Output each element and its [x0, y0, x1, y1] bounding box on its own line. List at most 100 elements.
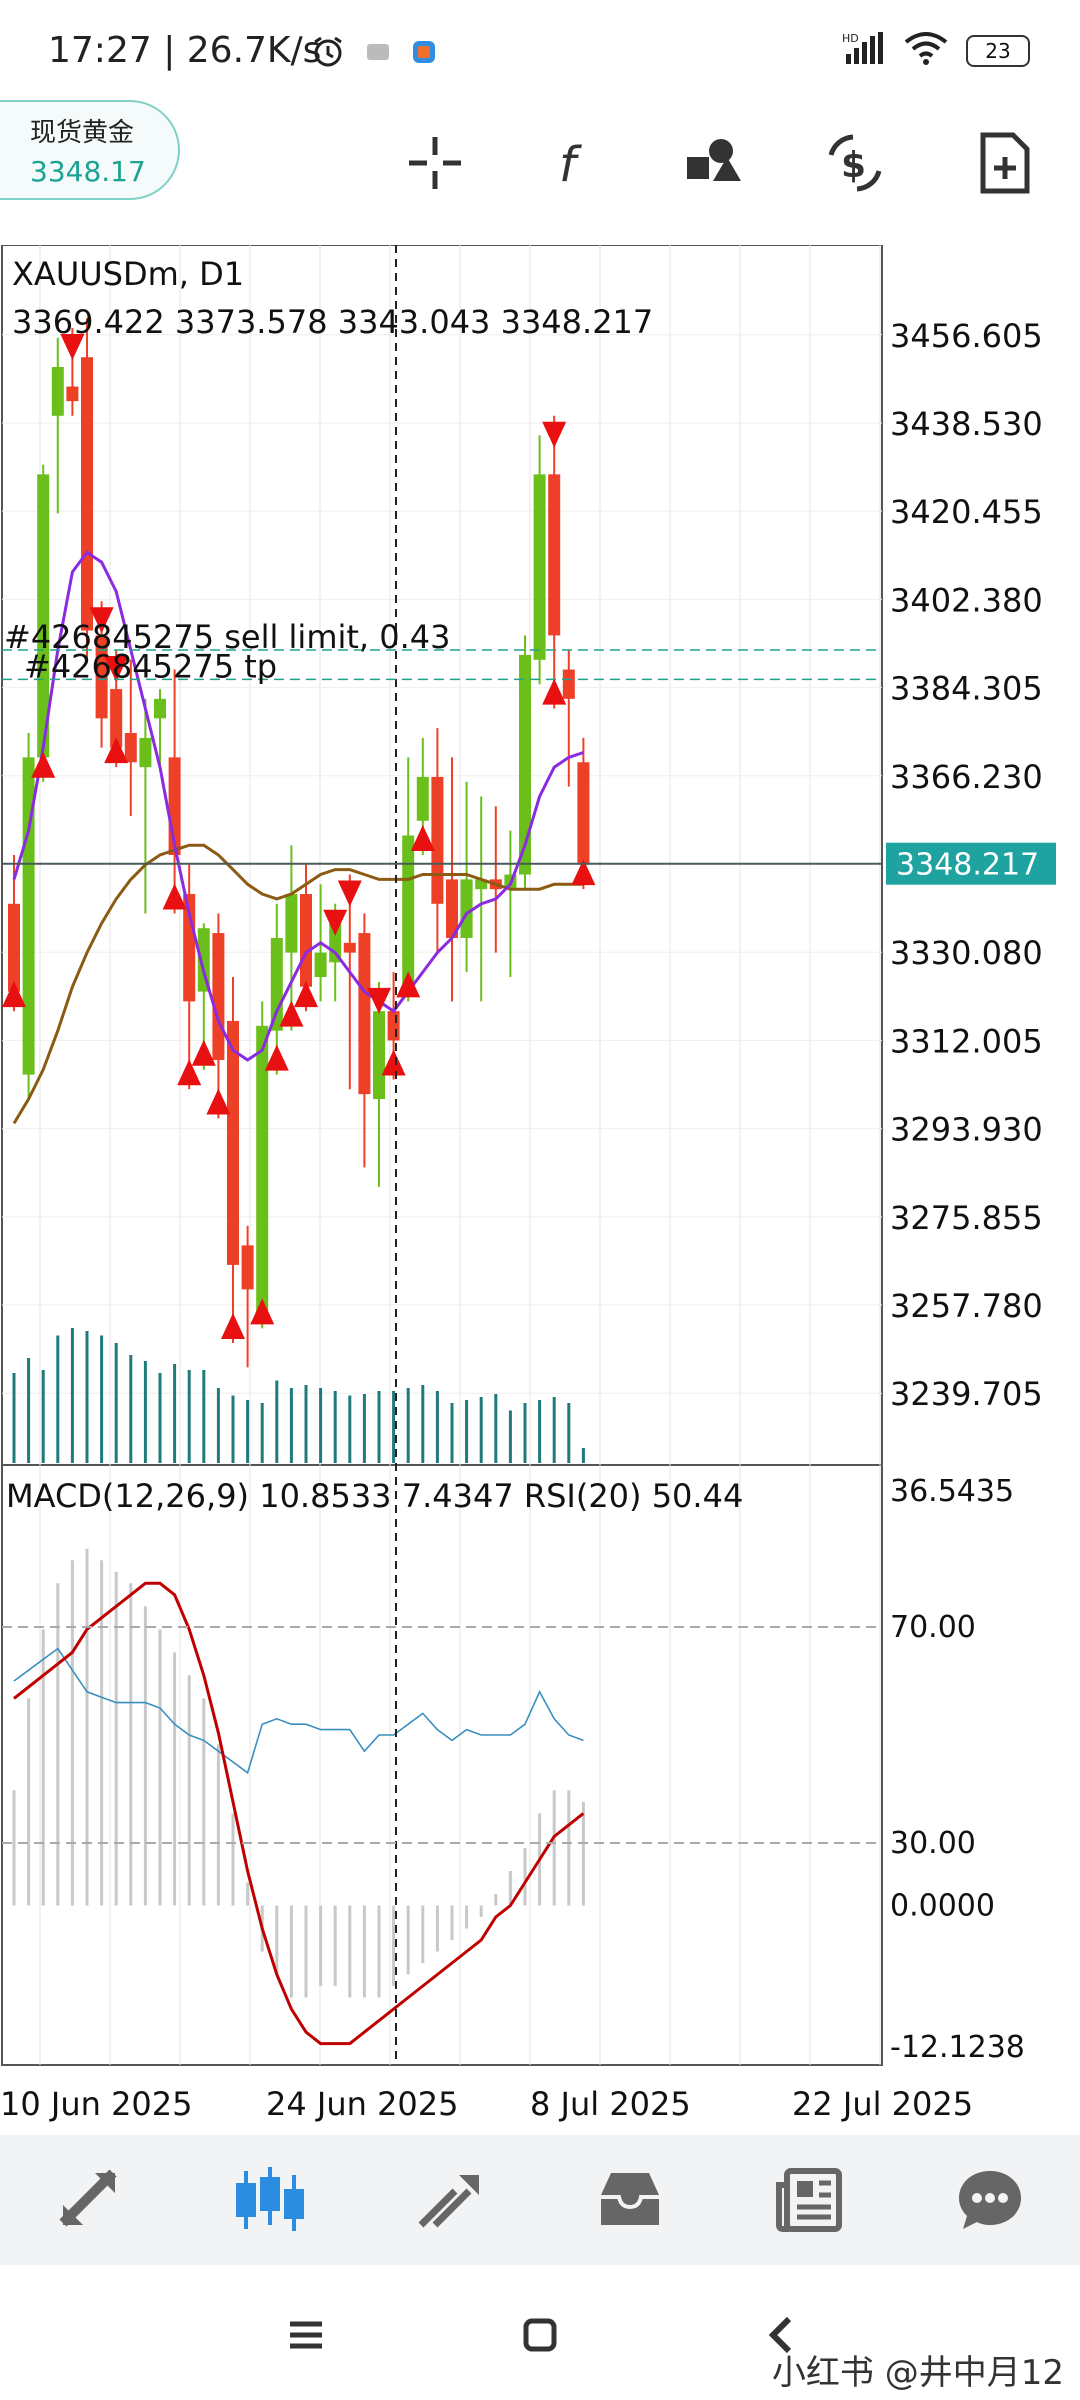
app-icon [364, 38, 392, 70]
hd-signal-icon: HD [842, 30, 886, 72]
candle-body [212, 933, 225, 1060]
candle-body [533, 474, 546, 660]
candle-body [431, 776, 444, 904]
buy-arrow-icon [162, 883, 187, 910]
toolbar: 现货黄金 3348.17 f $ [0, 100, 1080, 240]
candle-body [460, 879, 473, 938]
price-axis-label: 3257.780 [890, 1287, 1043, 1325]
macd-axis-top: 36.5435 [890, 1474, 1014, 1509]
chart-symbol-title: XAUUSDm, D1 [12, 255, 244, 293]
candle-body [402, 835, 415, 992]
price-axis-label: 3438.530 [890, 405, 1043, 443]
buy-arrow-icon [191, 1039, 216, 1066]
quotes-icon[interactable] [40, 2150, 140, 2250]
price-axis-label: 3456.605 [890, 317, 1043, 355]
candle-body [519, 654, 531, 875]
macd-signal-line [13, 1581, 585, 2046]
candle-body [22, 757, 35, 1075]
candle-body [577, 762, 590, 865]
candle-body [154, 698, 166, 719]
history-icon[interactable] [580, 2150, 680, 2250]
candle-body [66, 386, 79, 402]
menu-icon[interactable] [276, 2305, 336, 2365]
candle-body [227, 1020, 239, 1265]
candle-body [329, 923, 342, 963]
buy-arrow-icon [2, 981, 26, 1008]
candle-body [37, 474, 50, 758]
date-label-3: 8 Jul 2025 [530, 2085, 691, 2123]
back-icon[interactable] [750, 2305, 810, 2365]
price-axis-label: 3293.930 [890, 1111, 1043, 1149]
svg-text:$: $ [841, 145, 866, 186]
alarm-icon [310, 34, 346, 74]
candle-body [416, 776, 429, 821]
function-icon[interactable]: f [540, 128, 610, 198]
buy-arrow-icon [279, 1000, 304, 1027]
candle-body [387, 1011, 400, 1041]
rsi-30-label: 30.00 [890, 1826, 976, 1861]
messages-icon[interactable] [940, 2150, 1040, 2250]
date-label-4: 22 Jul 2025 [792, 2085, 973, 2123]
home-icon[interactable] [510, 2305, 570, 2365]
trade-icon[interactable] [400, 2150, 500, 2250]
buy-arrow-icon [264, 1044, 289, 1071]
buy-arrow-icon [250, 1298, 275, 1325]
sell-arrow-icon [60, 333, 85, 360]
buy-arrow-icon [206, 1088, 231, 1115]
price-chart[interactable]: XAUUSDm, D1 3369.422 3373.578 3343.043 3… [0, 244, 1080, 2135]
price-axis-label: 3402.380 [890, 581, 1043, 619]
candle-body [446, 879, 458, 938]
price-axis-label: 3384.305 [890, 670, 1043, 708]
tp-label: #426845275 tp [24, 647, 277, 685]
buy-arrow-icon [104, 737, 129, 764]
objects-icon[interactable] [680, 128, 750, 198]
svg-text:f: f [559, 137, 582, 193]
date-label-2: 24 Jun 2025 [266, 2085, 459, 2123]
candle-body [51, 367, 64, 416]
sell-arrow-icon [337, 880, 362, 907]
candle-body [475, 879, 488, 890]
current-price-label: 3348.217 [896, 848, 1039, 883]
candle-body [314, 952, 327, 977]
ma-fast-line [12, 550, 584, 1062]
bottom-nav [0, 2135, 1080, 2265]
svg-text:HD: HD [842, 32, 859, 45]
buy-arrow-icon [396, 971, 421, 998]
chart-icon[interactable] [220, 2150, 320, 2250]
buy-arrow-icon [31, 751, 56, 778]
buy-arrow-icon [221, 1313, 245, 1339]
sell-arrow-icon [89, 607, 114, 634]
buy-arrow-icon [294, 981, 318, 1008]
candle-body [358, 933, 371, 1095]
chart-area[interactable]: XAUUSDm, D1 3369.422 3373.578 3343.043 3… [0, 244, 1080, 2135]
battery-icon: 23 [966, 35, 1030, 67]
price-axis-label: 3366.230 [890, 758, 1043, 796]
rsi-70-label: 70.00 [890, 1610, 976, 1645]
sell-arrow-icon [542, 421, 567, 448]
macd-axis-zero: 0.0000 [890, 1888, 995, 1923]
candle-body [270, 937, 283, 1031]
sell-arrow-icon [323, 909, 348, 936]
price-axis-label: 3239.705 [890, 1375, 1043, 1413]
app-icon-orange [410, 38, 438, 70]
system-nav [0, 2265, 1080, 2400]
sell-arrow-icon [367, 987, 391, 1014]
crosshair-icon[interactable] [400, 128, 470, 198]
candle-body [373, 1011, 385, 1099]
symbol-price: 3348.17 [30, 155, 146, 188]
new-order-icon[interactable] [970, 128, 1040, 198]
price-axis-label: 3275.855 [890, 1199, 1043, 1237]
chart-ohlc: 3369.422 3373.578 3343.043 3348.217 [12, 303, 653, 341]
candle-body [343, 942, 356, 953]
news-icon[interactable] [760, 2150, 860, 2250]
trade-icon[interactable]: $ [820, 128, 890, 198]
symbol-name: 现货黄金 [30, 118, 135, 148]
candle-body [8, 903, 20, 992]
buy-arrow-icon [177, 1059, 202, 1086]
price-axis-label: 3312.005 [890, 1022, 1043, 1060]
price-axis-label: 3330.080 [890, 934, 1043, 972]
buy-arrow-icon [571, 859, 596, 886]
candle-body [124, 733, 137, 763]
candle-body [139, 737, 152, 768]
symbol-pill[interactable]: 现货黄金 3348.17 [0, 100, 180, 200]
